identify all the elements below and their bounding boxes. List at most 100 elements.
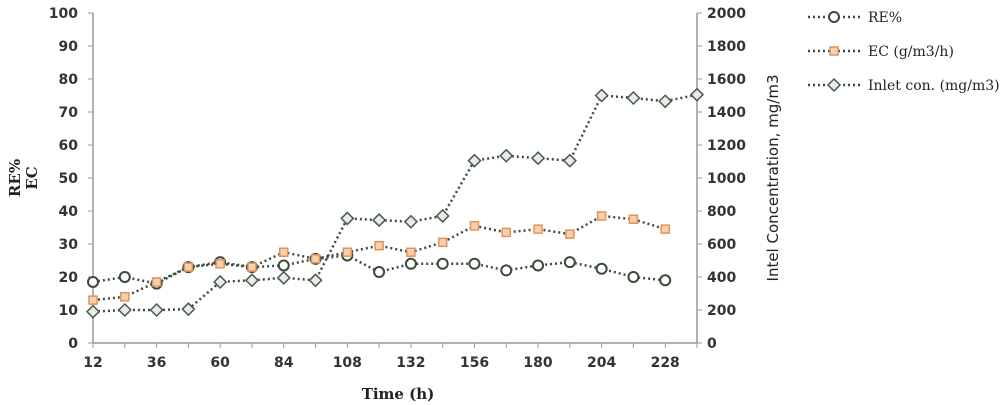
right-tick-label: 1200	[707, 138, 746, 154]
left-axis-title: RE% EC	[6, 159, 41, 197]
data-point	[276, 270, 291, 285]
data-point	[530, 151, 546, 166]
legend-label: Inlet con. (mg/m3)	[868, 78, 1000, 94]
data-point	[183, 262, 194, 272]
left-axis-title-line1: RE%	[6, 159, 24, 197]
data-point	[627, 271, 640, 283]
right-tick-label: 800	[707, 204, 736, 220]
x-tick-label: 132	[396, 355, 425, 371]
data-point	[373, 266, 386, 279]
data-point	[499, 148, 514, 163]
x-axis-title: Time (h)	[362, 385, 435, 403]
data-point	[85, 304, 101, 319]
left-tick-label: 40	[59, 204, 79, 220]
left-tick-label: 80	[59, 72, 79, 88]
legend-item: Inlet con. (mg/m3)	[808, 77, 1000, 94]
x-tick-label: 60	[210, 355, 230, 371]
x-tick-label: 36	[147, 355, 166, 371]
x-tick-label: 12	[83, 355, 102, 371]
data-point	[595, 262, 608, 275]
data-point	[403, 214, 418, 229]
data-point	[435, 208, 450, 224]
data-point	[565, 229, 575, 239]
legend-marker	[828, 11, 840, 23]
data-point	[310, 254, 321, 264]
legend-marker	[829, 46, 839, 56]
data-point	[213, 274, 228, 290]
right-tick-label: 0	[707, 336, 717, 352]
legend-marker	[826, 77, 842, 93]
data-point	[406, 247, 416, 257]
x-tick-label: 108	[333, 355, 362, 371]
data-point	[247, 262, 257, 272]
series-line	[92, 93, 698, 313]
left-axis-title-line2: EC	[23, 166, 41, 189]
right-tick-label: 1600	[707, 72, 746, 88]
data-point	[278, 247, 289, 257]
axes	[92, 13, 698, 344]
data-point	[404, 257, 417, 270]
left-tick-label: 70	[59, 105, 79, 121]
data-point	[118, 271, 131, 283]
data-point	[87, 275, 99, 288]
series-1	[87, 249, 672, 290]
data-point	[436, 257, 449, 270]
data-point	[149, 302, 164, 318]
data-point	[626, 90, 641, 106]
left-tick-label: 30	[59, 237, 79, 253]
series-line	[92, 214, 666, 302]
right-axis-title: Intel Concentration, mg/m3	[764, 75, 782, 282]
data-point	[501, 227, 512, 238]
x-tick-label: 156	[460, 355, 489, 371]
data-point	[628, 214, 639, 224]
left-tick-label: 50	[59, 171, 79, 187]
data-point	[215, 259, 225, 269]
data-point	[181, 302, 196, 317]
x-tick-label: 180	[523, 355, 552, 371]
data-point	[117, 302, 132, 318]
data-point	[437, 237, 448, 248]
data-point	[308, 273, 323, 288]
right-tick-label: 1400	[707, 105, 746, 121]
data-point	[658, 94, 673, 109]
data-point	[500, 264, 513, 277]
legend-item: EC (g/m3/h)	[808, 44, 954, 60]
data-point	[374, 240, 384, 251]
right-tick-label: 400	[707, 270, 736, 286]
series-group	[85, 87, 705, 319]
right-tick-label: 1000	[707, 171, 746, 187]
data-point	[277, 259, 290, 272]
data-point	[342, 247, 353, 257]
right-tick-label: 200	[707, 303, 736, 319]
data-point	[244, 273, 260, 288]
data-point	[660, 224, 670, 234]
data-point	[533, 224, 543, 234]
data-point	[689, 87, 705, 102]
left-tick-label: 60	[59, 138, 79, 154]
legend-label: EC (g/m3/h)	[868, 44, 954, 60]
data-point	[340, 211, 355, 226]
data-point	[596, 211, 607, 221]
data-point	[562, 153, 577, 168]
data-point	[532, 259, 545, 272]
data-point	[120, 292, 130, 302]
x-tick-label: 228	[651, 355, 680, 371]
left-tick-label: 100	[49, 6, 78, 22]
left-tick-label: 0	[68, 336, 78, 352]
legend-item: RE%	[808, 10, 902, 26]
right-tick-label: 600	[707, 237, 736, 253]
x-ticks: 12 36 60 84 108 132 156 180 204 228	[83, 343, 698, 371]
data-point	[659, 274, 672, 287]
legend-label: RE%	[868, 10, 902, 26]
left-y-ticks: 0 10 20 30 40 50 60 70 80 90 100	[49, 6, 93, 352]
data-point	[372, 213, 387, 228]
data-point	[88, 295, 98, 305]
x-tick-label: 84	[274, 355, 294, 371]
right-tick-label: 1800	[707, 39, 746, 55]
data-point	[469, 221, 480, 231]
data-point	[563, 256, 576, 269]
legend: RE% EC (g/m3/h) Inlet con. (mg/m3)	[808, 10, 1000, 94]
series-3	[85, 87, 705, 319]
data-point	[594, 88, 609, 103]
